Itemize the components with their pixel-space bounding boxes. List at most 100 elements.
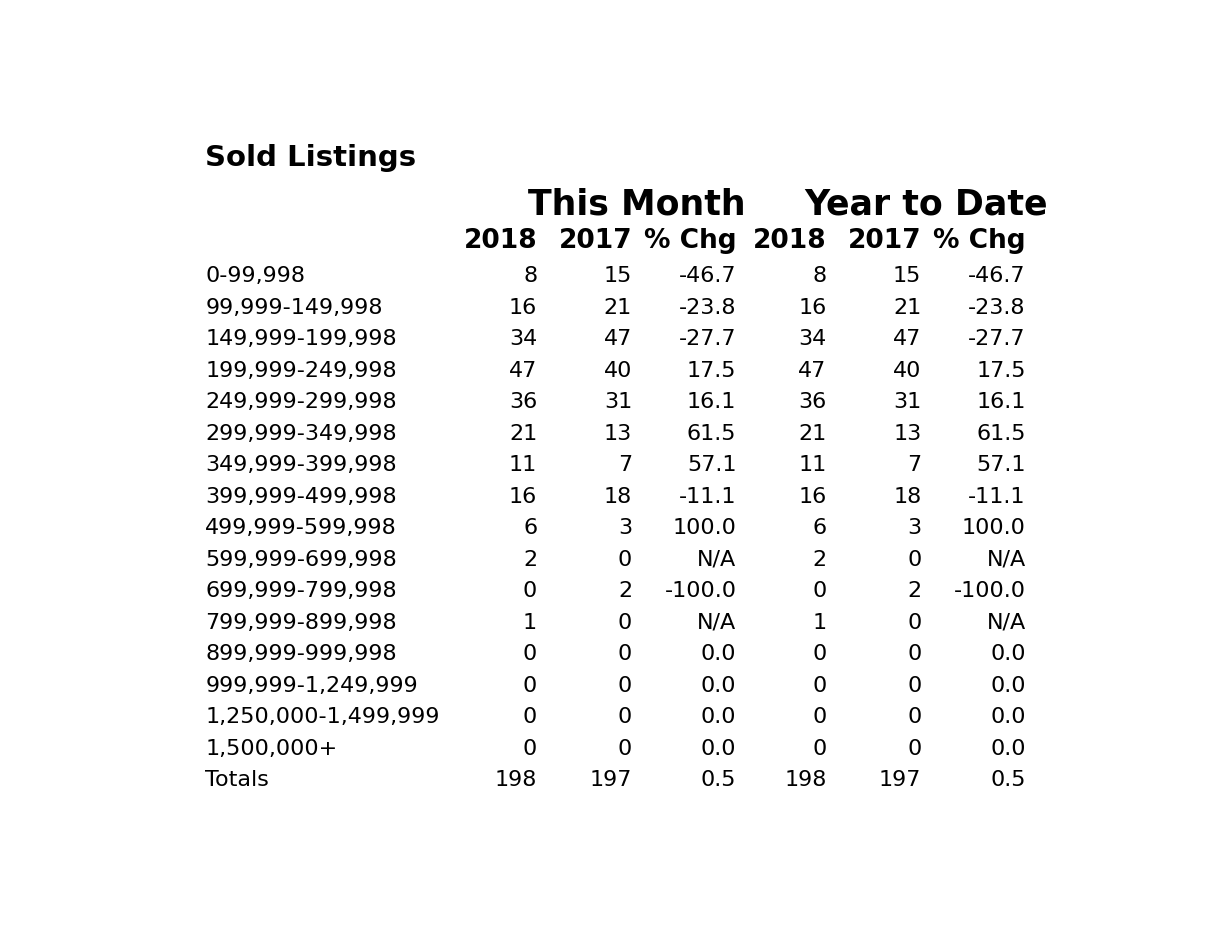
Text: 0: 0: [523, 739, 537, 759]
Text: 16: 16: [798, 297, 826, 318]
Text: 40: 40: [603, 361, 632, 381]
Text: -100.0: -100.0: [953, 581, 1026, 601]
Text: 57.1: 57.1: [977, 455, 1026, 475]
Text: 0-99,998: 0-99,998: [206, 266, 305, 286]
Text: 21: 21: [509, 424, 537, 444]
Text: 18: 18: [894, 486, 922, 506]
Text: 0.0: 0.0: [701, 645, 737, 664]
Text: 199,999-249,998: 199,999-249,998: [206, 361, 397, 381]
Text: -11.1: -11.1: [679, 486, 737, 506]
Text: 197: 197: [879, 770, 922, 790]
Text: 0: 0: [907, 549, 922, 569]
Text: 61.5: 61.5: [687, 424, 737, 444]
Text: 799,999-899,998: 799,999-899,998: [206, 613, 397, 633]
Text: 0: 0: [618, 676, 632, 696]
Text: 31: 31: [603, 392, 632, 412]
Text: 11: 11: [509, 455, 537, 475]
Text: 36: 36: [798, 392, 826, 412]
Text: 2: 2: [813, 549, 826, 569]
Text: 0: 0: [618, 549, 632, 569]
Text: 6: 6: [523, 518, 537, 538]
Text: 0.0: 0.0: [701, 676, 737, 696]
Text: 21: 21: [798, 424, 826, 444]
Text: 0: 0: [523, 707, 537, 727]
Text: -23.8: -23.8: [968, 297, 1026, 318]
Text: 197: 197: [590, 770, 632, 790]
Text: 36: 36: [509, 392, 537, 412]
Text: N/A: N/A: [987, 549, 1026, 569]
Text: 99,999-149,998: 99,999-149,998: [206, 297, 383, 318]
Text: 8: 8: [523, 266, 537, 286]
Text: N/A: N/A: [698, 613, 737, 633]
Text: -27.7: -27.7: [679, 329, 737, 349]
Text: % Chg: % Chg: [933, 228, 1026, 254]
Text: 13: 13: [894, 424, 922, 444]
Text: 0.0: 0.0: [990, 707, 1026, 727]
Text: 15: 15: [603, 266, 632, 286]
Text: 0: 0: [813, 581, 826, 601]
Text: -46.7: -46.7: [679, 266, 737, 286]
Text: 16: 16: [509, 486, 537, 506]
Text: 40: 40: [894, 361, 922, 381]
Text: 13: 13: [603, 424, 632, 444]
Text: 47: 47: [798, 361, 826, 381]
Text: -27.7: -27.7: [968, 329, 1026, 349]
Text: 0.0: 0.0: [990, 645, 1026, 664]
Text: 0.0: 0.0: [701, 739, 737, 759]
Text: 7: 7: [907, 455, 922, 475]
Text: % Chg: % Chg: [644, 228, 737, 254]
Text: 2: 2: [907, 581, 922, 601]
Text: 31: 31: [894, 392, 922, 412]
Text: 100.0: 100.0: [672, 518, 737, 538]
Text: 0.0: 0.0: [990, 676, 1026, 696]
Text: 0: 0: [907, 645, 922, 664]
Text: 6: 6: [813, 518, 826, 538]
Text: 0: 0: [907, 739, 922, 759]
Text: 0.5: 0.5: [990, 770, 1026, 790]
Text: 0.0: 0.0: [701, 707, 737, 727]
Text: 1: 1: [813, 613, 826, 633]
Text: 57.1: 57.1: [687, 455, 737, 475]
Text: 0: 0: [907, 676, 922, 696]
Text: 8: 8: [813, 266, 826, 286]
Text: 0: 0: [907, 613, 922, 633]
Text: 0: 0: [618, 645, 632, 664]
Text: 249,999-299,998: 249,999-299,998: [206, 392, 397, 412]
Text: 16: 16: [509, 297, 537, 318]
Text: 0.0: 0.0: [990, 739, 1026, 759]
Text: 1,250,000-1,499,999: 1,250,000-1,499,999: [206, 707, 439, 727]
Text: -100.0: -100.0: [665, 581, 737, 601]
Text: 0: 0: [618, 613, 632, 633]
Text: 11: 11: [798, 455, 826, 475]
Text: 0: 0: [523, 676, 537, 696]
Text: 2017: 2017: [558, 228, 632, 254]
Text: 299,999-349,998: 299,999-349,998: [206, 424, 397, 444]
Text: N/A: N/A: [698, 549, 737, 569]
Text: 21: 21: [894, 297, 922, 318]
Text: 349,999-399,998: 349,999-399,998: [206, 455, 397, 475]
Text: 198: 198: [494, 770, 537, 790]
Text: 16: 16: [798, 486, 826, 506]
Text: 2: 2: [523, 549, 537, 569]
Text: 18: 18: [603, 486, 632, 506]
Text: Totals: Totals: [206, 770, 269, 790]
Text: 21: 21: [603, 297, 632, 318]
Text: -11.1: -11.1: [968, 486, 1026, 506]
Text: 16.1: 16.1: [977, 392, 1026, 412]
Text: 3: 3: [907, 518, 922, 538]
Text: 15: 15: [894, 266, 922, 286]
Text: 47: 47: [894, 329, 922, 349]
Text: 899,999-999,998: 899,999-999,998: [206, 645, 397, 664]
Text: 1: 1: [523, 613, 537, 633]
Text: 0: 0: [813, 739, 826, 759]
Text: 0: 0: [907, 707, 922, 727]
Text: 149,999-199,998: 149,999-199,998: [206, 329, 397, 349]
Text: 3: 3: [618, 518, 632, 538]
Text: 699,999-799,998: 699,999-799,998: [206, 581, 397, 601]
Text: 0: 0: [523, 645, 537, 664]
Text: Year to Date: Year to Date: [804, 188, 1048, 222]
Text: 2018: 2018: [464, 228, 537, 254]
Text: 0.5: 0.5: [701, 770, 737, 790]
Text: -23.8: -23.8: [679, 297, 737, 318]
Text: 1,500,000+: 1,500,000+: [206, 739, 338, 759]
